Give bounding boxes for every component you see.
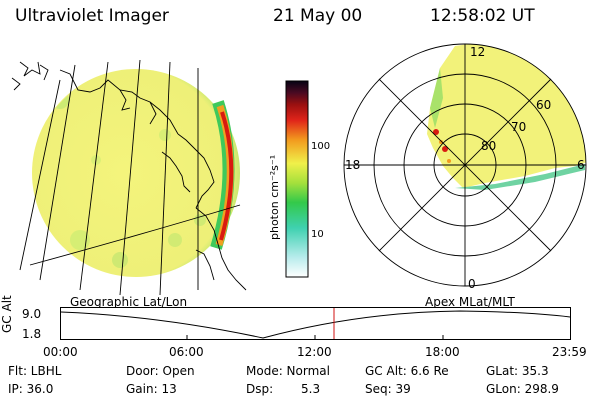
altitude-curve [60,310,571,339]
x-tick-1200: 12:00 [297,345,332,359]
x-tick-0600: 06:00 [169,345,204,359]
mlt-label-12: 12 [470,45,485,59]
status-door: Door: Open [126,364,195,378]
status-ip: IP: 36.0 [8,382,54,396]
mlat-label-80: 80 [481,139,496,153]
mlt-label-6: 6 [577,158,585,172]
status-mode: Mode: Normal [246,364,330,378]
polar-plot: 12 18 6 0 60 70 80 [343,43,587,291]
colorbar-label-10: 10 [311,229,324,240]
colorbar: 100 10 photon cm⁻²s⁻¹ [268,80,309,278]
mlt-label-18: 18 [345,158,360,172]
instrument-title: Ultraviolet Imager [15,6,169,26]
timeline-right-caption: Apex MLat/MLT [425,295,515,309]
timeline-frame [60,307,571,340]
colorbar-label-100: 100 [311,141,331,152]
timeline-left-caption: Geographic Lat/Lon [70,295,188,309]
polar-image [427,44,586,190]
status-gain: Gain: 13 [126,382,177,396]
earth-image-panel [11,59,247,295]
coastlines [11,61,247,291]
status-seq: Seq: 39 [365,382,411,396]
timeline-y-tick-high: 9.0 [22,307,42,321]
status-glon: GLon: 298.9 [486,382,559,396]
graticule [19,59,241,295]
x-tick-1800: 18:00 [425,345,460,359]
colorbar-unit-label: photon cm⁻²s⁻¹ [268,155,281,240]
status-filter: Flt: LBHL [8,364,62,378]
timeline-ticks [186,335,444,339]
status-dsp-value: 5.3 [301,382,321,396]
status-gc-alt: GC Alt: 6.6 Re [365,364,449,378]
timeline-y-tick-low: 1.8 [22,327,42,341]
mlat-label-70: 70 [511,120,526,134]
colorbar-gradient [285,80,309,278]
altitude-timeline [60,307,571,340]
earth-disk [32,69,240,277]
status-glat: GLat: 35.3 [486,364,549,378]
timeline-y-axis-label: GC Alt [0,295,14,333]
status-dsp-label: Dsp: [246,382,274,396]
polar-grid [343,43,587,287]
mlat-label-60: 60 [536,98,551,112]
header-date: 21 May 00 [273,6,363,26]
x-tick-2359: 23:59 [552,345,587,359]
header-time: 12:58:02 UT [430,6,535,26]
x-tick-0000: 00:00 [43,345,78,359]
mlt-label-0: 0 [468,277,476,291]
auroral-arc [219,111,234,241]
